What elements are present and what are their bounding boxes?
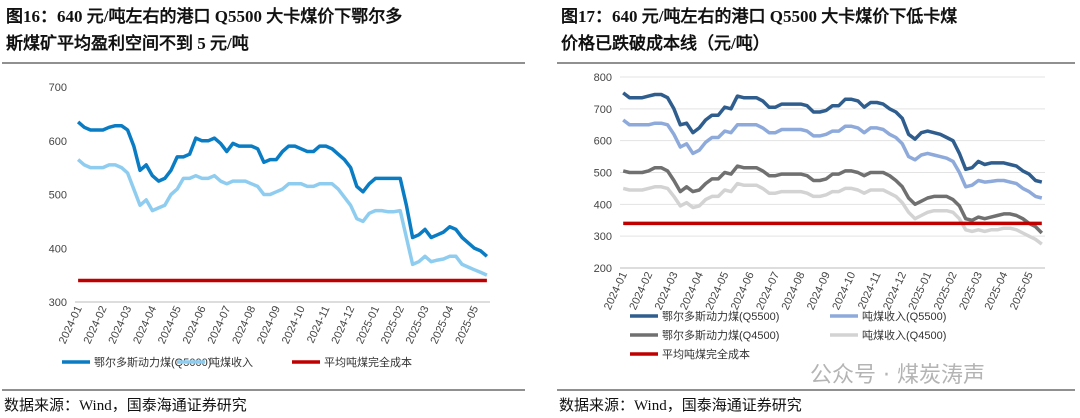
y-tick-label: 700: [49, 82, 67, 94]
x-tick-label: 2024-02: [627, 270, 655, 312]
y-tick-label: 500: [594, 168, 612, 180]
x-tick-label: 2025-01: [354, 304, 382, 346]
source: 数据来源：Wind，国泰海通证券研究: [559, 397, 802, 414]
source: 数据来源：Wind，国泰海通证券研究: [4, 397, 247, 414]
x-tick-label: 2024-05: [703, 270, 731, 312]
x-tick-label: 2024-07: [206, 304, 234, 346]
chart-title: 斯煤矿平均盈利空间不到 5 元/吨: [6, 33, 249, 53]
x-tick-label: 2025-04: [429, 304, 457, 346]
legend-label: 平均吨煤完全成本: [324, 355, 412, 369]
x-tick-label: 2025-05: [453, 304, 481, 346]
legend-label: 鄂尔多斯动力煤(Q5500): [662, 309, 779, 323]
legend-label: 平均吨煤完全成本: [662, 347, 750, 361]
y-tick-label: 400: [49, 243, 67, 255]
x-tick-label: 2024-08: [780, 270, 808, 312]
x-tick-label: 2025-02: [932, 270, 960, 312]
chart-title: 图17：640 元/吨左右的港口 Q5500 大卡煤价下低卡煤: [561, 6, 957, 26]
x-tick-label: 2024-06: [181, 304, 209, 346]
legend-label: 鄂尔多斯动力煤(Q5000): [94, 355, 211, 369]
x-tick-label: 2024-09: [805, 270, 833, 312]
legend-label: 吨煤收入: [209, 355, 253, 369]
x-tick-label: 2025-03: [957, 270, 985, 312]
legend-label: 吨煤收入(Q4500): [862, 328, 946, 342]
y-tick-label: 600: [49, 136, 67, 148]
x-tick-label: 2024-06: [729, 270, 757, 312]
x-tick-label: 2024-03: [653, 270, 681, 312]
y-tick-label: 700: [594, 104, 612, 116]
x-tick-label: 2024-04: [131, 304, 159, 346]
series-line: [76, 120, 489, 258]
x-tick-label: 2024-12: [329, 304, 357, 346]
chart-title: 图16：640 元/吨左右的港口 Q5500 大卡煤价下鄂尔多: [6, 6, 402, 26]
x-tick-label: 2025-03: [404, 304, 432, 346]
y-tick-label: 800: [594, 72, 612, 84]
x-tick-label: 2024-04: [678, 270, 706, 312]
y-tick-label: 200: [594, 263, 612, 275]
x-tick-label: 2024-10: [280, 304, 308, 346]
x-tick-label: 2025-01: [906, 270, 934, 312]
x-tick-label: 2024-10: [830, 270, 858, 312]
watermark: 公众号 · 煤炭涛声: [810, 363, 985, 388]
x-tick-label: 2024-09: [255, 304, 283, 346]
y-tick-label: 300: [594, 231, 612, 243]
x-tick-label: 2024-05: [156, 304, 184, 346]
x-tick-label: 2025-04: [983, 270, 1011, 312]
x-tick-label: 2024-07: [754, 270, 782, 312]
series-line: [622, 164, 1044, 235]
series-line: [622, 91, 1043, 184]
x-tick-label: 2024-11: [856, 270, 884, 311]
x-tick-label: 2024-11: [305, 304, 333, 345]
x-tick-label: 2024-03: [106, 304, 134, 346]
x-tick-label: 2024-08: [230, 304, 258, 346]
chart-title: 价格已跌破成本线（元/吨）: [561, 33, 770, 53]
series-line: [622, 181, 1043, 246]
x-tick-label: 2024-02: [82, 304, 110, 346]
x-tick-label: 2025-05: [1008, 270, 1036, 312]
y-tick-label: 600: [594, 136, 612, 148]
legend-label: 鄂尔多斯动力煤(Q4500): [662, 328, 779, 342]
y-tick-label: 300: [49, 297, 67, 309]
x-tick-label: 2024-01: [57, 304, 85, 346]
y-tick-label: 500: [49, 190, 67, 202]
y-tick-label: 400: [594, 199, 612, 211]
x-tick-label: 2024-12: [881, 270, 909, 312]
series-line: [76, 158, 488, 277]
x-tick-label: 2024-01: [602, 270, 630, 312]
legend-label: 吨煤收入(Q5500): [862, 309, 946, 323]
x-tick-label: 2025-02: [379, 304, 407, 346]
series-line: [622, 118, 1043, 200]
